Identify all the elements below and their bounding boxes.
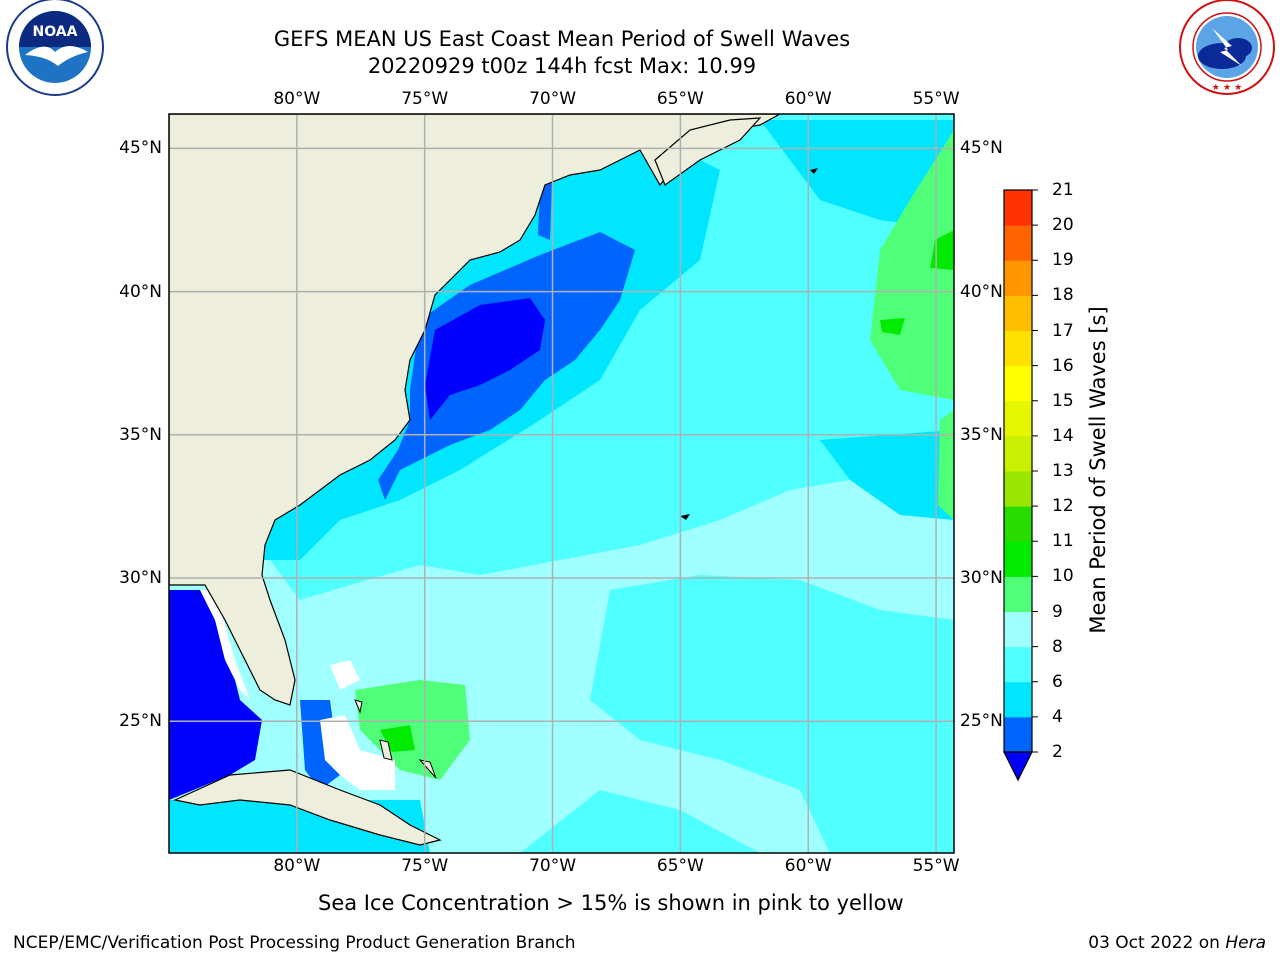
colorbar <box>1003 189 1038 782</box>
lon-tick-label: 60°W <box>784 856 832 876</box>
colorbar-segment <box>1004 681 1032 718</box>
lon-tick-label: 55°W <box>912 89 960 109</box>
lat-tick-label: 40°N <box>119 281 162 302</box>
colorbar-segment <box>1004 471 1032 507</box>
colorbar-tick-label: 13 <box>1052 461 1074 481</box>
nws-logo: ★ ★ ★ <box>1179 0 1275 95</box>
colorbar-tick-label: 21 <box>1052 180 1074 200</box>
lon-tick-label: 80°W <box>273 856 321 876</box>
lon-tick-label: 80°W <box>273 89 321 109</box>
footer-date-text: 03 Oct 2022 on <box>1088 933 1220 953</box>
lat-tick-label: 45°N <box>960 138 1003 159</box>
colorbar-tick-label: 16 <box>1052 355 1074 376</box>
lat-tick-label: 45°N <box>119 138 162 159</box>
lat-tick-label: 40°N <box>960 281 1003 302</box>
colorbar-segment <box>1004 225 1032 261</box>
colorbar-segment <box>1004 365 1032 402</box>
lat-tick-label: 25°N <box>119 711 162 732</box>
colorbar-segment <box>1004 541 1032 577</box>
svg-text:★ ★ ★: ★ ★ ★ <box>1212 83 1242 93</box>
map-subtitle: 20220929 t00z 144h fcst Max: 10.99 <box>367 54 757 78</box>
noaa-logo-text: NOAA <box>33 24 78 40</box>
colorbar-tick-label: 10 <box>1052 566 1074 587</box>
lon-tick-label: 75°W <box>401 856 449 876</box>
lon-tick-label: 70°W <box>529 89 577 109</box>
colorbar-tick-label: 8 <box>1052 636 1063 657</box>
colorbar-segment <box>1004 400 1032 437</box>
lon-tick-label: 70°W <box>529 856 577 876</box>
footer-machine: Hera <box>1225 933 1266 953</box>
lon-tick-label: 75°W <box>401 89 449 109</box>
lat-tick-label: 30°N <box>960 568 1003 589</box>
sea-ice-note: Sea Ice Concentration > 15% is shown in … <box>318 891 904 915</box>
colorbar-segment <box>1004 190 1032 226</box>
land-mask <box>169 114 818 846</box>
lon-tick-label: 65°W <box>656 89 704 109</box>
colorbar-segment <box>1004 260 1032 296</box>
colorbar-tick-label: 6 <box>1052 671 1063 692</box>
map-frame <box>168 113 955 854</box>
colorbar-segment <box>1004 576 1032 612</box>
colorbar-tick-label: 17 <box>1052 320 1074 341</box>
colorbar-segment <box>1004 330 1032 367</box>
map-title: GEFS MEAN US East Coast Mean Period of S… <box>273 27 851 51</box>
colorbar-segment <box>1004 506 1032 542</box>
lon-tick-label: 65°W <box>656 856 704 876</box>
colorbar-tick-label: 9 <box>1052 601 1063 622</box>
colorbar-tick-label: 18 <box>1052 285 1074 306</box>
colorbar-segment <box>1004 295 1032 331</box>
colorbar-tick-label: 15 <box>1052 390 1074 411</box>
colorbar-tick-label: 14 <box>1052 425 1074 446</box>
colorbar-segment <box>1004 646 1032 683</box>
colorbar-tick-label: 12 <box>1052 496 1074 517</box>
lat-tick-label: 35°N <box>960 424 1003 445</box>
lon-tick-label: 55°W <box>912 856 960 876</box>
lat-tick-label: 25°N <box>960 711 1003 732</box>
lat-tick-label: 35°N <box>119 424 162 445</box>
footer-credit: NCEP/EMC/Verification Post Processing Pr… <box>13 933 576 953</box>
noaa-logo: NOAA <box>6 0 104 96</box>
colorbar-tick-label: 4 <box>1052 706 1063 727</box>
colorbar-segment <box>1004 435 1032 472</box>
colorbar-tick-label: 11 <box>1052 531 1074 552</box>
footer-date: 03 Oct 2022 on Hera <box>1088 933 1266 953</box>
colorbar-tick-label: 19 <box>1052 250 1074 271</box>
colorbar-tick-label: 20 <box>1052 215 1074 236</box>
colorbar-segment <box>1004 716 1032 753</box>
lon-tick-label: 60°W <box>784 89 832 109</box>
lat-tick-label: 30°N <box>119 568 162 589</box>
colorbar-title: Mean Period of Swell Waves [s] <box>1086 306 1110 634</box>
colorbar-tick-label: 2 <box>1052 742 1063 762</box>
colorbar-under-extension <box>1003 751 1033 782</box>
map-gridlines <box>169 114 954 853</box>
colorbar-segment <box>1004 611 1032 648</box>
